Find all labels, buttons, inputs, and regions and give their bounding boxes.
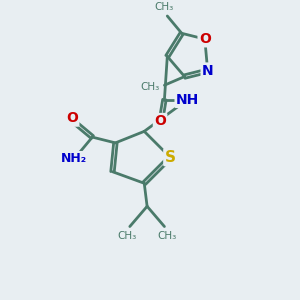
Text: CH₃: CH₃ [117,231,136,241]
Text: CH₃: CH₃ [155,2,174,12]
Text: O: O [154,114,166,128]
Text: NH: NH [176,93,199,106]
Text: NH₂: NH₂ [61,152,87,165]
Text: O: O [199,32,211,46]
Text: N: N [202,64,214,78]
Text: O: O [66,111,78,125]
Text: CH₃: CH₃ [141,82,160,92]
Text: S: S [165,150,176,165]
Text: CH₃: CH₃ [158,231,177,241]
